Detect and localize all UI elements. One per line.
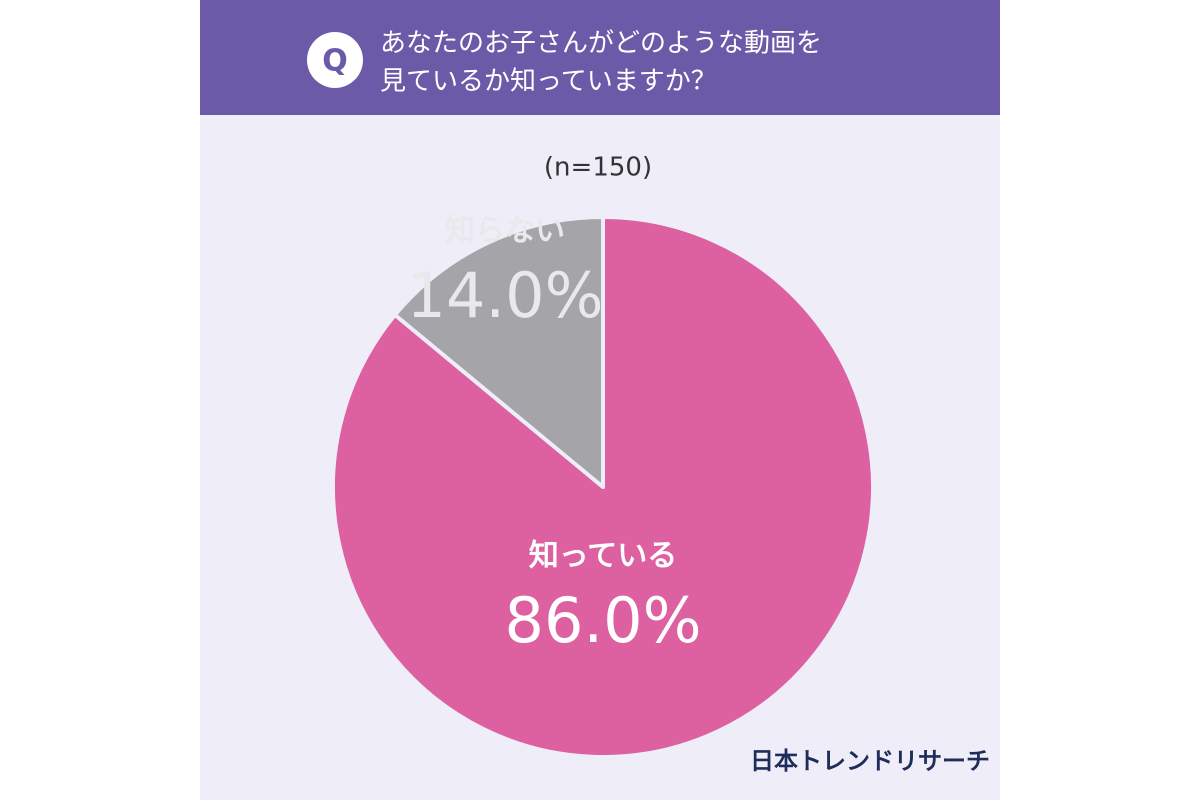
- value-label: 14.0%: [407, 259, 604, 332]
- subtitle: (n=150): [544, 153, 652, 183]
- pie-slice: [392, 215, 605, 489]
- slice-label: 知っている: [529, 539, 678, 574]
- value-label: 86.0%: [505, 584, 702, 657]
- badge: Q: [322, 44, 348, 79]
- source: 日本トレンドリサーチ: [750, 747, 990, 775]
- title-line: あなたのお子さんがどのような動画を: [380, 29, 822, 59]
- badge-circle: [307, 32, 363, 88]
- title-line: 見ているか知っていますか？: [380, 67, 717, 97]
- slice-label: 知らない: [445, 214, 565, 249]
